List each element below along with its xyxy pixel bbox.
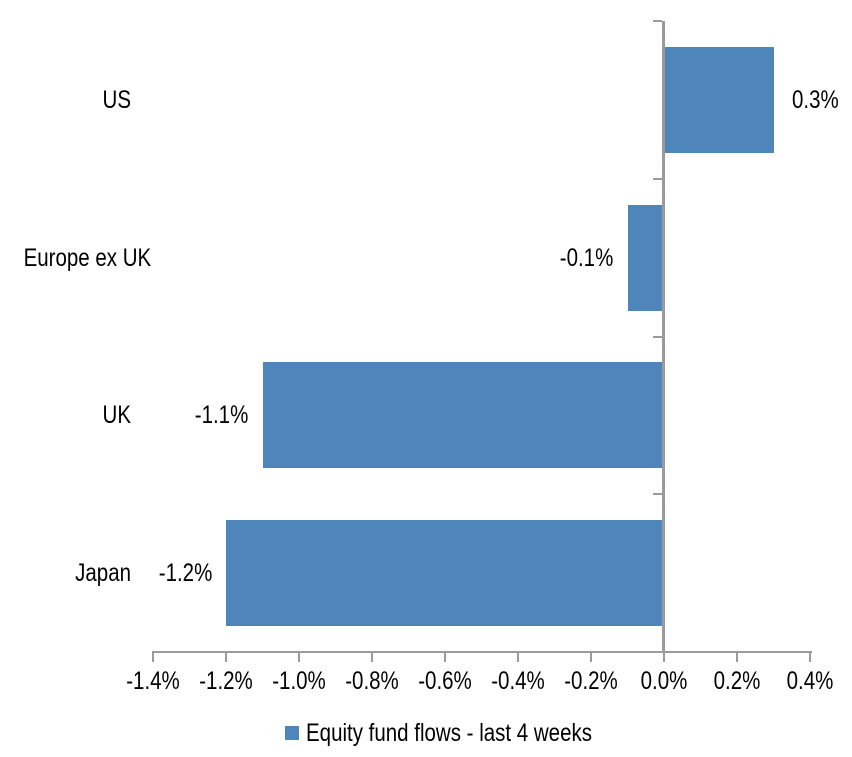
data-label: -0.1% <box>559 243 614 272</box>
x-tick <box>517 652 519 662</box>
data-label: -1.1% <box>194 401 249 430</box>
x-tick-label: -1.0% <box>272 667 326 695</box>
bar-japan <box>226 520 664 627</box>
category-label: US <box>102 85 131 114</box>
data-label: -1.2% <box>158 559 212 588</box>
bar-europe-ex-uk <box>627 204 664 311</box>
x-tick-label: -0.2% <box>564 667 618 695</box>
x-tick <box>152 652 154 662</box>
x-axis-line <box>152 651 812 653</box>
y-tick <box>653 335 662 338</box>
category-label: Japan <box>75 559 131 588</box>
legend-label: Equity fund flows - last 4 weeks <box>306 719 593 747</box>
x-tick <box>809 652 811 662</box>
bar-us <box>664 46 774 153</box>
x-tick-label: -1.4% <box>126 667 180 695</box>
data-label: 0.3% <box>791 85 839 114</box>
x-tick <box>225 652 227 662</box>
x-tick <box>663 652 665 662</box>
y-axis-line <box>662 21 665 652</box>
x-tick <box>371 652 373 662</box>
x-tick-label: -0.4% <box>491 667 545 695</box>
x-tick <box>444 652 446 662</box>
y-tick <box>653 177 662 180</box>
x-tick-label: 0.0% <box>640 667 688 695</box>
x-tick <box>298 652 300 662</box>
x-tick <box>736 652 738 662</box>
category-label: UK <box>102 401 131 430</box>
legend-swatch-icon <box>285 726 299 740</box>
y-tick <box>653 493 662 496</box>
category-label: Europe ex UK <box>23 243 152 272</box>
x-tick-label: -0.6% <box>418 667 472 695</box>
x-tick-label: 0.4% <box>786 667 834 695</box>
bar-uk <box>262 362 664 469</box>
x-tick-label: -1.2% <box>199 667 253 695</box>
y-tick <box>653 20 662 22</box>
x-tick <box>590 652 592 662</box>
legend: Equity fund flows - last 4 weeks <box>285 718 655 748</box>
x-tick-label: 0.2% <box>713 667 761 695</box>
x-tick-label: -0.8% <box>345 667 399 695</box>
